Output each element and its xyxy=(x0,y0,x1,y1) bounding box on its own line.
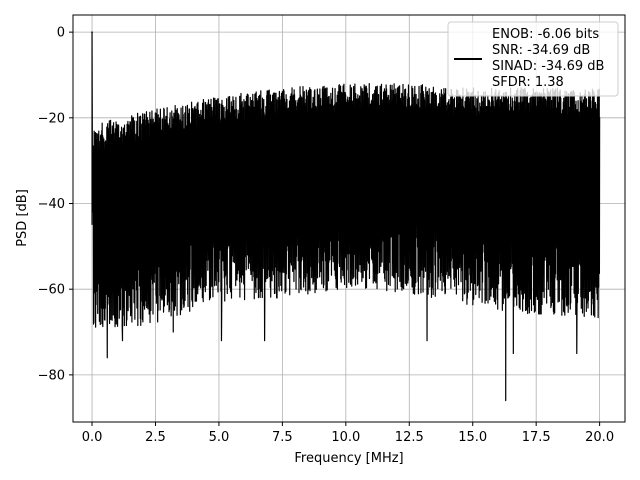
x-tick-label: 20.0 xyxy=(585,430,614,445)
plot-frame xyxy=(72,14,626,423)
x-tick-label: 5.0 xyxy=(209,430,230,445)
y-tick-label: 0 xyxy=(57,26,65,41)
y-tick-label: −40 xyxy=(38,197,65,212)
x-tick-label: 10.0 xyxy=(331,430,360,445)
y-tick-label: −80 xyxy=(38,368,65,383)
y-axis-ticks: 0 −20 −40 −60 −80 xyxy=(38,26,73,383)
psd-line xyxy=(91,31,601,402)
legend-entry-enob: ENOB: -6.06 bits xyxy=(492,27,599,42)
y-tick-label: −60 xyxy=(38,283,65,298)
x-tick-label: 7.5 xyxy=(272,430,293,445)
x-tick-label: 17.5 xyxy=(522,430,551,445)
x-tick-label: 15.0 xyxy=(458,430,487,445)
psd-peak-point xyxy=(91,31,93,33)
y-axis-label: PSD [dB] xyxy=(15,189,30,247)
x-tick-label: 12.5 xyxy=(395,430,424,445)
legend-box xyxy=(447,21,619,97)
x-axis-label: Frequency [MHz] xyxy=(294,451,403,466)
x-axis-ticks: 0.0 2.5 5.0 7.5 10.0 12.5 15.0 17.5 20.0 xyxy=(82,422,614,445)
legend-entry-sfdr: SFDR: 1.38 xyxy=(492,75,564,90)
legend: ENOB: -6.06 bits SNR: -34.69 dB SINAD: -… xyxy=(447,21,619,97)
psd-series xyxy=(91,31,601,402)
y-tick-label: −20 xyxy=(38,111,65,126)
legend-entry-snr: SNR: -34.69 dB xyxy=(492,43,590,58)
x-tick-label: 2.5 xyxy=(145,430,166,445)
x-tick-label: 0.0 xyxy=(82,430,103,445)
legend-entry-sinad: SINAD: -34.69 dB xyxy=(492,59,604,74)
